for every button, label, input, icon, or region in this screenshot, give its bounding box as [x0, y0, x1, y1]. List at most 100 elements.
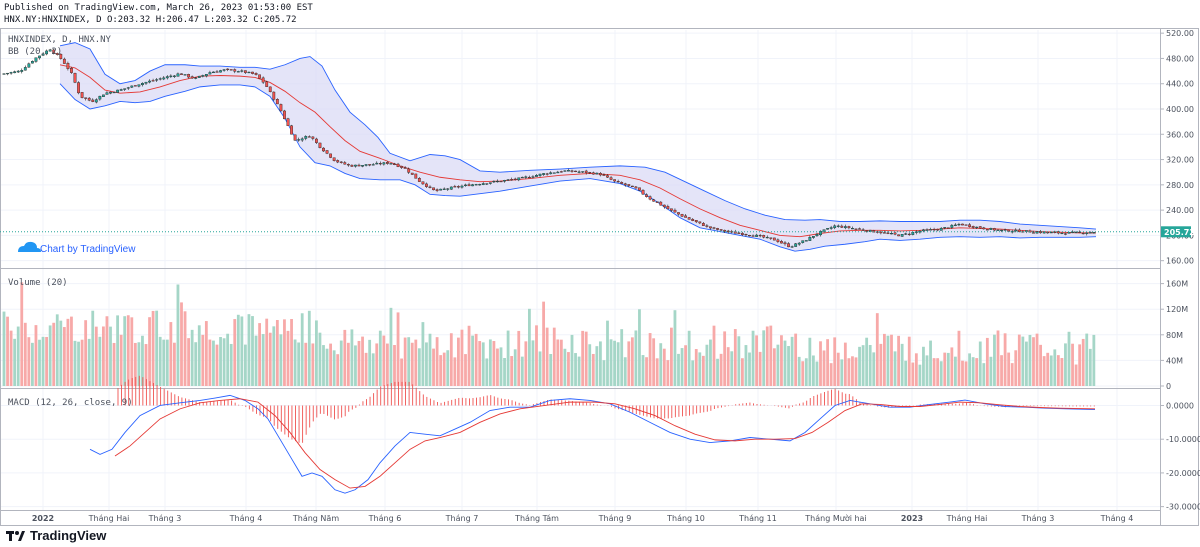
candle-body	[929, 229, 932, 231]
volume-legend[interactable]: Volume (20)	[8, 278, 68, 288]
volume-bar	[574, 353, 577, 386]
candle-body	[400, 165, 403, 168]
candle-body	[520, 176, 524, 179]
last-price-text: 205.72	[1164, 228, 1195, 237]
candle-body	[9, 72, 13, 74]
volume-bar	[506, 330, 510, 386]
price-axis[interactable]: 520.00 480.00 440.00 400.00 360.00 320.00 280.…	[1160, 29, 1200, 512]
candle-body	[183, 74, 187, 76]
time-axis[interactable]: 2022 Tháng Hai Tháng 3 Tháng 4 Tháng Năm Thán…	[32, 513, 1133, 523]
candle-body	[144, 81, 148, 84]
y-tick-label: 440.00	[1166, 80, 1194, 89]
candle-body	[290, 125, 293, 135]
candle-body	[538, 173, 542, 176]
candle-body	[343, 162, 347, 165]
candle-body	[169, 75, 173, 77]
main-legend-title[interactable]: HNXINDEX, D, HNX.NY	[8, 35, 112, 45]
volume-bar	[1017, 334, 1021, 386]
volume-bar	[599, 341, 602, 386]
candle-body	[439, 188, 443, 191]
footer-logo[interactable]: TradingView	[6, 528, 106, 543]
volume-bar	[868, 344, 872, 386]
volume-bar	[382, 335, 386, 386]
volume-bar	[446, 350, 450, 386]
candle-body	[297, 139, 301, 141]
volume-bar	[439, 355, 443, 386]
volume-bar	[460, 329, 464, 386]
candle-body	[275, 99, 279, 105]
volume-bar	[1028, 334, 1032, 386]
candle-body	[961, 223, 964, 226]
candle-body	[737, 232, 741, 234]
candle-body	[723, 229, 727, 232]
candle-body	[382, 162, 386, 165]
volume-bar	[62, 327, 66, 386]
candle-body	[1046, 231, 1050, 234]
candle-body	[396, 163, 400, 167]
volume-bar	[883, 333, 886, 386]
candle-body	[865, 230, 869, 232]
volume-bar	[329, 343, 332, 386]
volume-bar	[496, 348, 499, 386]
volume-bar	[254, 335, 258, 386]
volume-bar	[939, 361, 943, 386]
volume-bar	[577, 356, 581, 386]
candle-body	[442, 188, 446, 190]
candle-body	[201, 75, 205, 77]
volume-bar	[701, 355, 705, 386]
candle-body	[627, 184, 631, 186]
candle-body	[630, 185, 634, 188]
candle-body	[883, 232, 886, 234]
candle-body	[584, 170, 588, 173]
y-tick-label: 160.00	[1166, 257, 1194, 266]
candle-body	[322, 147, 325, 152]
candle-body	[975, 226, 979, 229]
candle-body	[815, 234, 819, 237]
volume-bar	[116, 315, 119, 386]
volume-bar	[861, 345, 865, 386]
y-tick-label: 40M	[1166, 356, 1183, 365]
volume-bar	[130, 317, 134, 386]
candle-body	[105, 92, 109, 95]
candle-body	[897, 234, 901, 237]
volume-bar	[155, 310, 159, 386]
candle-body	[755, 234, 759, 237]
candle-body	[130, 85, 134, 88]
volume-bar	[194, 342, 198, 386]
candle-body	[1032, 232, 1035, 234]
tradingview-watermark[interactable]: Chart by TradingView	[18, 241, 136, 255]
candle-body	[1067, 231, 1071, 234]
volume-bar	[765, 326, 769, 386]
candle-body	[446, 188, 450, 190]
volume-bar	[662, 348, 666, 386]
macd-legend[interactable]: MACD (12, 26, close, 9)	[8, 398, 133, 408]
volume-bar	[819, 341, 822, 386]
volume-bar	[1010, 363, 1014, 386]
volume-bar	[318, 332, 322, 386]
candle-body	[417, 178, 421, 182]
volume-bar	[236, 314, 240, 386]
candle-body	[978, 226, 982, 229]
candle-body	[112, 91, 116, 94]
candle-body	[180, 73, 183, 75]
volume-bar	[141, 335, 144, 386]
volume-bar	[165, 339, 169, 386]
candle-body	[858, 228, 861, 230]
volume-bar	[414, 339, 418, 386]
bb-legend[interactable]: BB (20, 2)	[8, 47, 62, 57]
volume-bar	[1032, 337, 1035, 386]
volume-bar	[559, 339, 563, 386]
y-tick-label: 0	[1166, 382, 1171, 391]
volume-bar	[27, 337, 31, 386]
candle-body	[680, 214, 684, 217]
volume-bar	[641, 355, 645, 386]
candle-body	[943, 227, 947, 229]
candle-body	[790, 246, 794, 248]
candle-body	[840, 225, 844, 228]
candle-body	[283, 110, 286, 120]
candle-body	[13, 71, 17, 74]
volume-bar	[66, 318, 70, 386]
volume-bar	[339, 340, 343, 386]
x-tick-label: Tháng 4	[229, 514, 263, 523]
